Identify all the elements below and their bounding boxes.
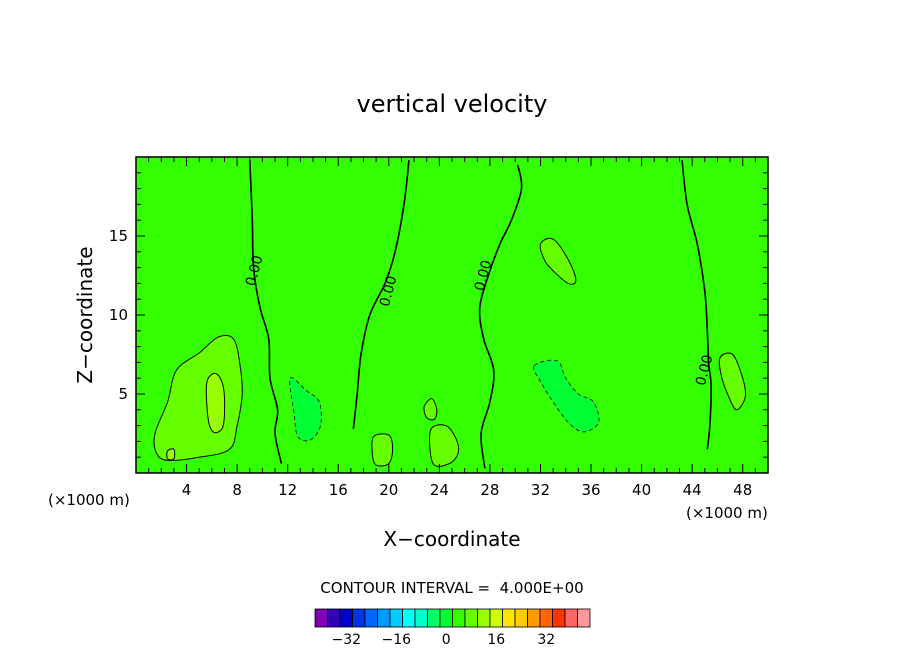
x-tick-label: 12 [278, 481, 297, 499]
contour-region [429, 424, 460, 467]
colorbar-swatch [339, 608, 353, 628]
x-tick-label: 36 [581, 481, 600, 499]
contour-region [289, 377, 322, 442]
colorbar-swatch [439, 608, 453, 628]
colorbar-swatch [327, 608, 341, 628]
colorbar-label: −32 [331, 632, 361, 648]
x-tick-label: 8 [232, 481, 242, 499]
x-unit-right: (×1000 m) [686, 504, 768, 522]
x-axis-label: X−coordinate [383, 527, 520, 551]
colorbar-swatch [489, 608, 503, 628]
colorbar-swatch [364, 608, 378, 628]
contour-label: 0.00 [377, 274, 401, 308]
colorbar-swatch [414, 608, 428, 628]
colorbar-label: 32 [537, 632, 555, 648]
x-tick-label: 44 [683, 481, 702, 499]
contour-region [539, 237, 577, 285]
y-tick-label: 5 [118, 385, 128, 403]
y-axis-label: Z−coordinate [73, 246, 97, 383]
contour-label: 0.00 [693, 353, 717, 387]
x-tick-label: 4 [182, 481, 192, 499]
contour-region [423, 398, 438, 421]
contour-region [718, 352, 747, 411]
zero-contour-line [352, 160, 410, 429]
contour-interval-label: CONTOUR INTERVAL = 4.000E+00 [320, 579, 583, 597]
colorbar-swatch [314, 608, 328, 628]
colorbar-swatch [577, 608, 591, 628]
zero-contour-line [478, 164, 523, 469]
colorbar-swatch [527, 608, 541, 628]
colorbar-swatch [389, 608, 403, 628]
y-tick-label: 15 [109, 227, 128, 245]
zero-contour-line [249, 160, 283, 464]
x-tick-label: 48 [733, 481, 752, 499]
colorbar-swatch [402, 608, 416, 628]
x-unit-left: (×1000 m) [48, 491, 130, 509]
x-tick-label: 24 [430, 481, 449, 499]
colorbar-swatch [539, 608, 553, 628]
colorbar-swatch [377, 608, 391, 628]
y-tick-label: 10 [109, 306, 128, 324]
colorbar: −32 −16 0 16 32 [314, 608, 591, 648]
plot-area: 0.00 0.00 0.00 0.00 [136, 157, 768, 473]
field-background [136, 157, 768, 473]
contour-region [371, 433, 394, 467]
colorbar-swatch [502, 608, 516, 628]
colorbar-swatch [352, 608, 366, 628]
colorbar-swatch [477, 608, 491, 628]
colorbar-swatch [514, 608, 528, 628]
x-tick-label: 32 [531, 481, 550, 499]
zero-contour-line [681, 160, 712, 450]
colorbar-label: 0 [442, 632, 451, 648]
x-tick-label: 16 [329, 481, 348, 499]
colorbar-swatch [564, 608, 578, 628]
contour-region [205, 372, 226, 434]
contour-label: 0.00 [243, 254, 267, 288]
colorbar-swatch [427, 608, 441, 628]
contour-region [166, 448, 176, 461]
colorbar-swatch [464, 608, 478, 628]
colorbar-label: −16 [381, 632, 411, 648]
x-tick-label: 40 [632, 481, 651, 499]
x-tick-label: 28 [480, 481, 499, 499]
chart-title: vertical velocity [357, 90, 548, 118]
contour-region [533, 359, 600, 433]
colorbar-label: 16 [487, 632, 505, 648]
colorbar-swatch [552, 608, 566, 628]
x-tick-label: 20 [379, 481, 398, 499]
contour-label: 0.00 [472, 258, 496, 292]
colorbar-swatch [452, 608, 466, 628]
